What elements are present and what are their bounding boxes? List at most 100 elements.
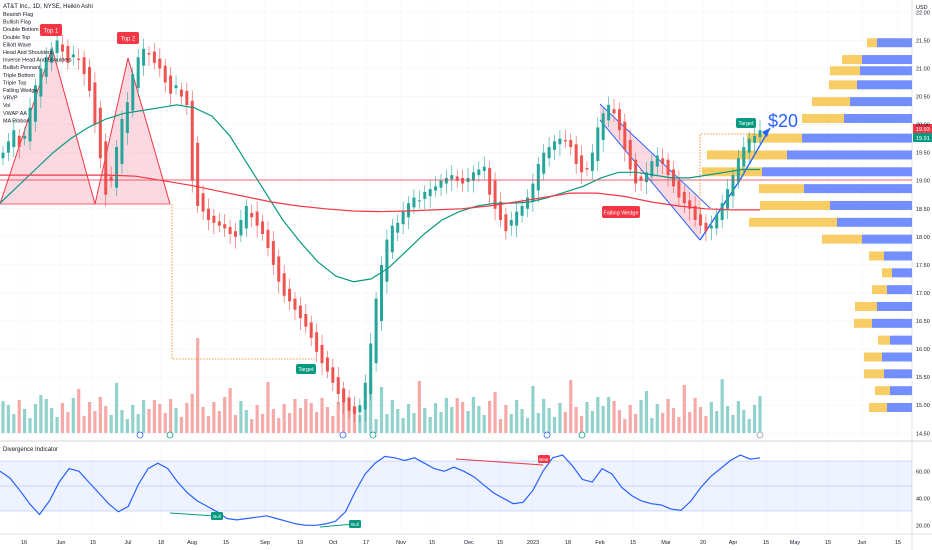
candle-body-28 <box>152 51 156 63</box>
candle-body-121 <box>655 155 659 167</box>
profile-up-1 <box>842 55 862 65</box>
pattern-list-item-2: Double Bottom <box>3 27 39 33</box>
volume-bar-25 <box>136 414 140 433</box>
candle-body-98 <box>531 183 535 202</box>
time-tick-7: Sep <box>260 540 270 546</box>
candle-body-73 <box>396 222 400 233</box>
pattern-list-item-6: Inverse Head And Shoulders <box>3 58 72 64</box>
candle-body-75 <box>407 203 411 218</box>
profile-up-17 <box>854 318 872 328</box>
price-axis: 22.00 21.50 21.00 20.50 20.00 19.50 19.00 18.50… <box>916 10 930 437</box>
time-tick-8: 19 <box>297 540 303 546</box>
event-marker-4 <box>369 431 377 439</box>
price-label-lower-text: 19.91 <box>916 136 930 142</box>
profile-up-13 <box>869 251 884 261</box>
profile-up-3 <box>829 80 857 90</box>
double-top-fill <box>0 48 170 204</box>
volume-bar-133 <box>720 379 724 433</box>
time-tick-17: Feb <box>595 540 604 546</box>
pattern-list-item-13: VWAP AA <box>3 111 27 117</box>
profile-down-12 <box>862 234 912 244</box>
candle-body-87 <box>471 172 475 181</box>
volume-bar-114 <box>617 410 622 433</box>
pattern-list-item-0: Bearish Flag <box>3 12 33 18</box>
volume-bar-51 <box>277 418 281 433</box>
indicator-tick-1: 40.00 <box>916 496 930 502</box>
profile-up-16 <box>855 301 877 311</box>
arrow-head <box>762 128 770 137</box>
price-tick-4: 20.00 <box>916 123 930 129</box>
volume-bar-139 <box>752 405 757 433</box>
volume-bar-53 <box>287 413 292 433</box>
volume-bar-112 <box>607 397 611 433</box>
top2-text: Top 2 <box>121 37 136 43</box>
pattern-list-item-10: Falling Wedge <box>3 88 37 94</box>
profile-down-14 <box>892 268 912 278</box>
pattern-list-item-12: Vol <box>3 103 11 109</box>
volume-bar-74 <box>401 418 405 433</box>
volume-bar-12 <box>66 412 70 433</box>
candle-body-84 <box>455 176 459 181</box>
volume-bar-130 <box>704 416 708 433</box>
candles <box>1 31 762 423</box>
candle-body-109 <box>590 152 594 171</box>
volume-bar-43 <box>233 415 238 433</box>
candle-body-80 <box>434 186 438 191</box>
top2-label: Top 2 <box>117 32 139 44</box>
profile-up-10 <box>760 200 830 210</box>
candle-body-127 <box>688 200 692 209</box>
candle-body-119 <box>644 172 648 183</box>
volume-bar-85 <box>461 402 465 433</box>
candle-body-132 <box>715 214 719 229</box>
candle-body-138 <box>747 138 751 153</box>
volume-bar-82 <box>444 398 448 433</box>
candle-body-128 <box>693 205 697 220</box>
time-tick-18: 15 <box>630 540 636 546</box>
pattern-list-item-9: Triple Top <box>3 80 26 86</box>
candle-body-102 <box>553 141 557 150</box>
volume-bar-26 <box>141 400 146 433</box>
profile-down-13 <box>884 251 912 261</box>
time-tick-19: Mar <box>661 540 671 546</box>
candle-body-29 <box>158 58 162 69</box>
profile-up-18 <box>878 335 890 345</box>
candle-body-2 <box>12 130 16 148</box>
volume-bar-1 <box>6 405 11 433</box>
volume-bar-41 <box>223 397 227 433</box>
volume-bar-120 <box>650 418 654 433</box>
volume-bar-60 <box>325 407 330 433</box>
volume-bar-108 <box>585 402 589 433</box>
price-tick-10: 17.00 <box>916 291 930 297</box>
price-tick-11: 16.50 <box>916 319 930 325</box>
profile-up-9 <box>759 184 804 194</box>
candle-body-140 <box>758 130 762 138</box>
time-tick-2: 15 <box>90 540 96 546</box>
volume-bar-77 <box>417 381 421 433</box>
pattern-list-item-4: Elliott Wave <box>3 42 31 48</box>
candle-body-139 <box>753 135 757 143</box>
profile-up-21 <box>875 386 890 396</box>
candle-body-35 <box>190 100 194 181</box>
volume-bar-140 <box>758 396 762 433</box>
profile-up-20 <box>864 369 884 379</box>
candle-body-37 <box>201 193 205 212</box>
candle-body-14 <box>77 58 81 61</box>
price-tick-2: 21.00 <box>916 66 930 72</box>
candle-body-104 <box>563 140 567 142</box>
volume-bar-14 <box>77 389 81 433</box>
target1-label: Target <box>296 364 316 374</box>
time-tick-5: Aug <box>187 540 197 546</box>
time-tick-12: 15 <box>429 540 435 546</box>
volume-bar-132 <box>715 411 719 433</box>
volume-bar-117 <box>634 414 638 433</box>
moving-average-short <box>0 104 760 283</box>
time-tick-24: 15 <box>825 540 831 546</box>
volume-bar-6 <box>33 404 38 433</box>
candle-body-101 <box>547 147 551 159</box>
time-tick-9: Oct <box>329 540 338 546</box>
candle-body-67 <box>363 382 367 410</box>
candle-body-7 <box>39 68 43 97</box>
price-label-lower: 19.91 <box>913 133 932 142</box>
volume-bar-94 <box>509 414 513 433</box>
volume-bar-16 <box>87 402 92 433</box>
